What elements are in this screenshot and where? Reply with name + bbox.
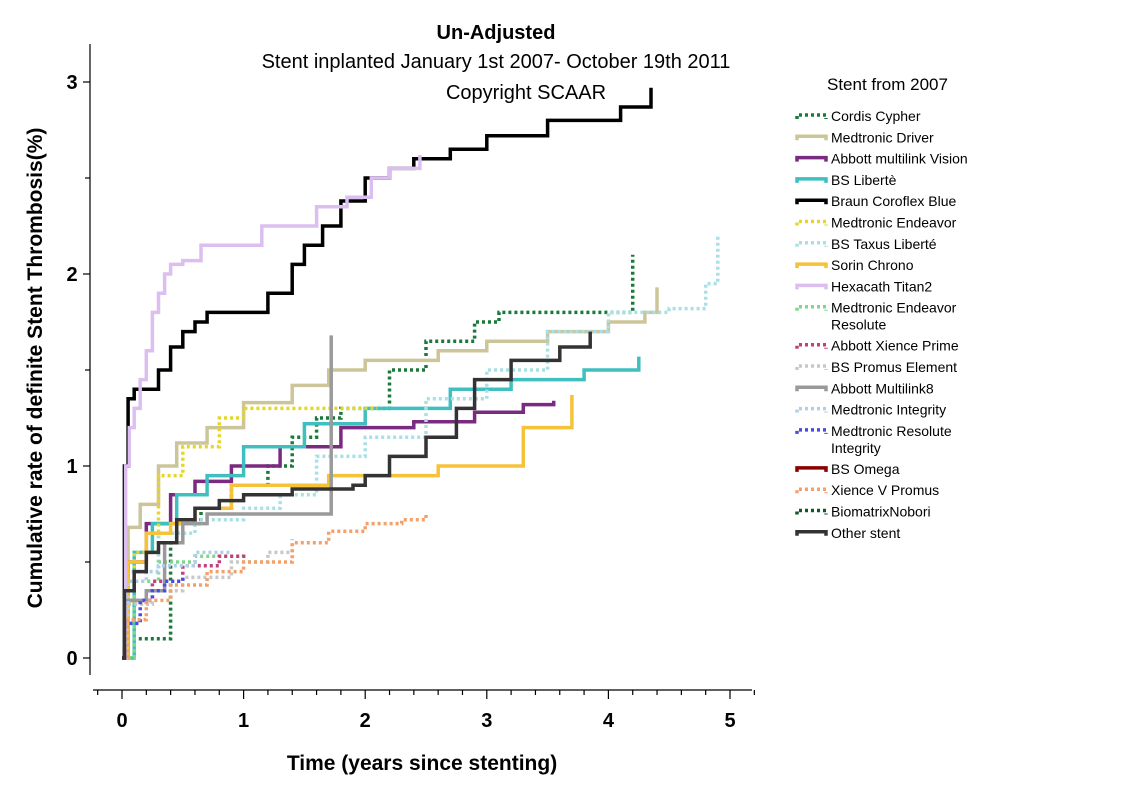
legend-swatch-5 [795, 219, 828, 226]
x-tick-label: 0 [116, 710, 127, 732]
series-line-18 [122, 331, 592, 660]
legend-swatch-16 [795, 487, 828, 494]
legend-label-line: Resolute [831, 317, 886, 333]
series-line-9 [122, 552, 246, 660]
legend-label-10: Abbott Xience Prime [831, 338, 959, 354]
legend-label-7: Sorin Chrono [831, 257, 914, 273]
legend-label-line: Medtronic Resolute [831, 423, 952, 439]
legend-swatch-10 [795, 342, 828, 349]
series-line-4 [122, 87, 653, 660]
chart-subtitle: Stent inplanted January 1st 2007- Octobe… [262, 51, 731, 73]
chart-title: Un-Adjusted [437, 22, 556, 44]
series-line-0 [122, 254, 635, 660]
series-line-16 [122, 514, 428, 660]
legend-swatch-14 [795, 428, 828, 434]
legend-label-0: Cordis Cypher [831, 108, 921, 124]
y-tick-label: 1 [66, 456, 77, 478]
legend-swatch-0 [795, 113, 828, 119]
legend-swatch-1 [795, 134, 828, 141]
x-tick-label: 1 [238, 710, 249, 732]
legend-swatch-3 [795, 177, 828, 183]
legend-swatch-2 [795, 155, 828, 162]
legend-label-2: Abbott multilink Vision [831, 151, 968, 167]
series-line-6 [122, 235, 720, 660]
legend-swatch-4 [795, 198, 828, 205]
y-tick-label: 0 [66, 648, 77, 670]
legend-swatch-6 [795, 241, 828, 247]
legend-swatch-7 [795, 262, 828, 269]
series-line-5 [122, 406, 378, 660]
x-tick-label: 4 [603, 710, 615, 732]
legend-label-6: BS Taxus Liberté [831, 236, 937, 252]
y-axis: 0 1 2 3 [66, 44, 91, 675]
legend-label-17: BiomatrixNobori [831, 504, 931, 520]
legend-swatch-8 [795, 283, 828, 290]
legend-label-15: BS Omega [831, 461, 900, 477]
legend-label-18: Other stent [831, 525, 900, 541]
x-tick-label: 3 [481, 710, 492, 732]
legend-title: Stent from 2007 [827, 75, 948, 94]
y-tick-label: 2 [66, 264, 77, 286]
y-axis-label: Cumulative rate of definite Stent Thromb… [24, 128, 47, 609]
series-line-2 [122, 400, 556, 660]
legend: Stent from 2007 Cordis Cypher Medtronic D… [795, 75, 968, 541]
copyright-text: Copyright SCAAR [446, 82, 606, 104]
legend-swatch-18 [795, 530, 828, 536]
legend-label-1: Medtronic Driver [831, 129, 934, 145]
legend-label-11: BS Promus Element [831, 359, 957, 375]
legend-swatch-11 [795, 364, 828, 370]
legend-label-16: Xience V Promus [831, 482, 939, 498]
y-tick-label: 3 [66, 72, 77, 94]
series-line-7 [122, 395, 574, 660]
legend-label-line: Integrity [831, 440, 881, 456]
series-group [122, 87, 720, 660]
legend-label-5: Medtronic Endeavor [831, 215, 957, 231]
legend-label-line: Medtronic Endeavor [831, 300, 957, 316]
legend-label-4: Braun Coroflex Blue [831, 193, 957, 209]
legend-swatch-17 [795, 508, 828, 515]
x-axis-label: Time (years since stenting) [287, 752, 557, 775]
legend-label-3: BS Libertè [831, 172, 897, 188]
legend-label-12: Abbott Multilink8 [831, 380, 934, 396]
series-line-13 [122, 550, 232, 660]
legend-label-9: Medtronic Endeavor Resolute [831, 300, 957, 333]
legend-label-14: Medtronic Resolute Integrity [831, 423, 952, 456]
x-axis: 0 1 2 3 4 5 [93, 689, 755, 732]
legend-label-8: Hexacath Titan2 [831, 278, 932, 294]
legend-swatch-9 [795, 304, 828, 311]
x-tick-label: 5 [724, 710, 735, 732]
legend-label-13: Medtronic Integrity [831, 402, 946, 418]
legend-swatch-15 [795, 466, 828, 472]
series-line-8 [122, 155, 422, 660]
legend-swatch-12 [795, 385, 828, 392]
x-tick-label: 2 [360, 710, 371, 732]
legend-swatch-13 [795, 406, 828, 413]
